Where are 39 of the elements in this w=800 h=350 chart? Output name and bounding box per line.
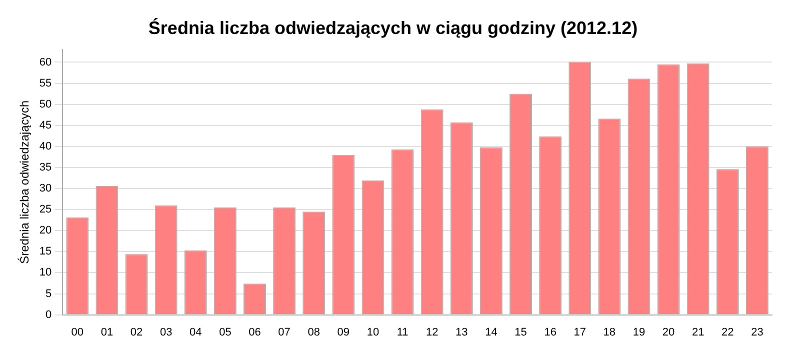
y-tick-label: 20 (39, 224, 52, 237)
x-tick-label: 16 (544, 326, 556, 338)
x-tick-label: 03 (160, 326, 172, 338)
x-tick-label: 01 (100, 326, 114, 338)
y-tick-label: 45 (39, 119, 52, 132)
x-tick-label: 19 (632, 326, 646, 338)
x-tick-label: 10 (366, 326, 380, 338)
x-tick-label: 11 (396, 326, 408, 338)
x-tick-label: 00 (71, 326, 84, 338)
x-tick-label: 12 (426, 326, 438, 338)
x-tick-label: 17 (574, 326, 586, 338)
y-tick-label: 40 (39, 140, 52, 152)
x-tick-label: 20 (662, 326, 675, 338)
y-tick-label: 10 (39, 266, 52, 279)
y-tick-label: 5 (46, 288, 52, 300)
x-tick-label: 02 (130, 326, 143, 338)
x-tick-label: 05 (219, 326, 232, 338)
x-tick-label: 22 (722, 326, 734, 338)
x-tick-label: 23 (751, 326, 764, 338)
y-tick-label: 35 (39, 162, 52, 174)
x-tick-label: 14 (485, 326, 498, 338)
y-tick-label: 60 (39, 56, 52, 68)
y-tick-label: 0 (46, 308, 52, 321)
y-tick-label: 50 (39, 98, 52, 110)
y-tick-label: 30 (39, 182, 52, 195)
x-tick-label: 04 (190, 326, 202, 338)
x-tick-label: 21 (692, 326, 704, 338)
x-tick-label: 08 (308, 326, 320, 338)
y-axis-title: Średnia liczba odwiedzających (18, 100, 32, 264)
x-tick-label: 09 (337, 326, 350, 338)
y-tick-label: 25 (39, 204, 52, 216)
y-tick-label: 55 (39, 77, 52, 90)
y-tick-label: 15 (39, 246, 52, 258)
x-tick-label: 18 (603, 326, 616, 338)
x-tick-label: 06 (248, 326, 261, 338)
x-tick-label: 13 (456, 326, 468, 338)
x-tick-label: 07 (278, 326, 290, 338)
chart-title: Średnia liczba odwiedzających w ciągu godziny (2012.12) (148, 18, 638, 38)
x-tick-label: 15 (514, 326, 527, 338)
